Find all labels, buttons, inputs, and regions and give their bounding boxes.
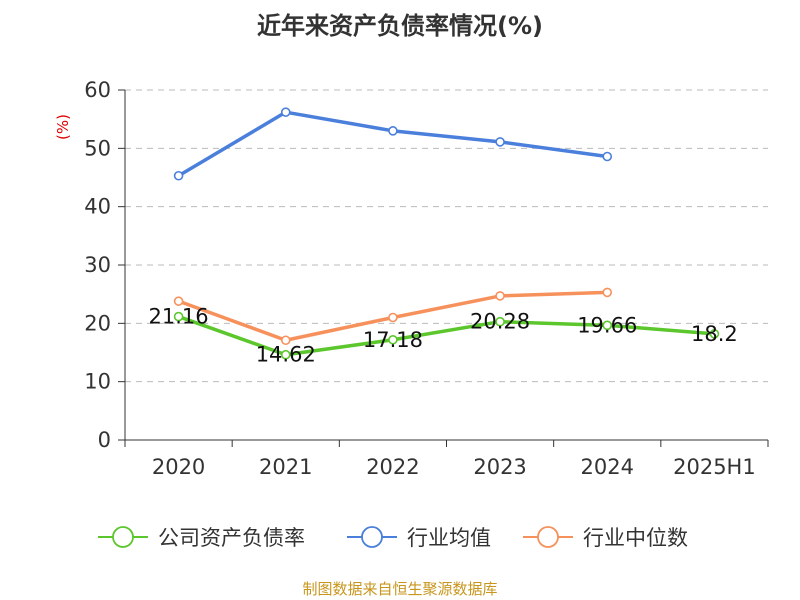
x-tick-label: 2024 <box>581 455 634 479</box>
data-point <box>602 151 613 162</box>
data-point <box>602 320 613 331</box>
legend-label: 行业中位数 <box>583 526 688 550</box>
legend-marker <box>112 526 134 548</box>
data-point <box>709 329 720 339</box>
x-tick-label: 2023 <box>473 455 526 479</box>
x-tick-label: 2022 <box>366 455 419 479</box>
y-tick-label: 60 <box>84 78 111 102</box>
data-point <box>388 126 398 136</box>
axes: 0 10 20 30 40 50 60 2020 2021 2022 2023 2024 2025H1 <box>84 78 769 479</box>
data-label: 19.66 <box>577 313 637 337</box>
legend-item: 行业均值 <box>347 526 491 550</box>
legend-marker <box>537 526 559 548</box>
y-tick-label: 0 <box>98 428 111 452</box>
data-label: 18.2 <box>691 322 738 346</box>
data-point <box>173 170 184 181</box>
x-tick-label: 2020 <box>152 455 205 479</box>
data-point <box>280 107 291 117</box>
y-tick-label: 50 <box>84 136 111 160</box>
data-label: 20.28 <box>470 310 530 334</box>
data-point <box>280 335 291 346</box>
y-tick-label: 20 <box>84 311 111 335</box>
legend: 公司资产负债率 行业均值 行业中位数 <box>98 526 688 550</box>
y-tick-label: 40 <box>84 195 111 219</box>
y-tick-label: 30 <box>84 253 111 277</box>
chart-title: 近年来资产负债率情况(%) <box>257 12 543 40</box>
data-point <box>495 137 505 147</box>
y-tick-label: 10 <box>84 370 111 394</box>
x-tick-label: 2021 <box>259 455 312 479</box>
data-point <box>602 287 613 298</box>
legend-label: 公司资产负债率 <box>158 526 305 550</box>
legend-label: 行业均值 <box>407 526 491 550</box>
series-line <box>176 110 609 178</box>
data-point <box>495 291 505 301</box>
series-line <box>176 314 717 357</box>
data-label: 14.62 <box>256 343 316 367</box>
legend-item: 行业中位数 <box>523 526 688 550</box>
series-group <box>173 107 720 360</box>
data-label: 21.16 <box>149 305 209 329</box>
legend-item: 公司资产负债率 <box>98 526 305 550</box>
x-tick-label: 2025H1 <box>673 455 756 479</box>
data-label: 17.18 <box>363 328 423 352</box>
data-point <box>173 296 184 306</box>
data-point <box>388 312 398 323</box>
data-labels: 21.16 14.62 17.18 20.28 19.66 18.2 <box>149 305 738 367</box>
y-axis-unit: (%) <box>54 114 72 140</box>
data-point <box>388 334 398 345</box>
grid-lines <box>125 89 768 383</box>
data-point <box>280 349 291 360</box>
data-point <box>495 316 505 327</box>
source-note: 制图数据来自恒生聚源数据库 <box>302 580 497 598</box>
legend-marker <box>361 526 383 548</box>
data-point <box>173 311 184 322</box>
